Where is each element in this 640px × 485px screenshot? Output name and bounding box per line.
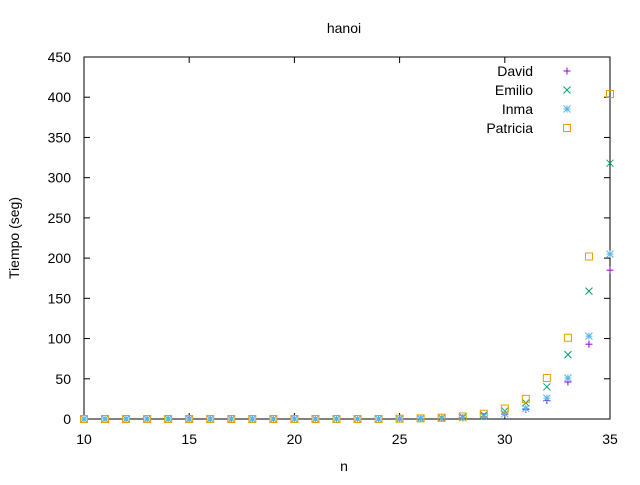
legend-item-inma: Inma [502,101,571,117]
legend-label: Inma [502,101,533,117]
data-point [543,394,551,402]
x-tick-label: 35 [602,431,618,447]
data-point [585,332,593,340]
data-point [164,415,173,423]
legend-item-patricia: Patricia [486,120,571,136]
data-point [585,287,593,295]
data-point [458,412,467,421]
legend-marker [563,86,571,94]
data-point [248,415,257,423]
y-tick-label: 100 [48,331,72,347]
x-tick-label: 20 [287,431,303,447]
data-point [564,350,572,359]
data-points [80,90,614,423]
data-point [543,382,551,391]
data-point [269,415,278,423]
data-point [606,159,614,168]
series-emilio [80,159,614,423]
data-point [542,373,551,382]
data-point [606,266,614,274]
data-point [122,415,131,423]
data-point [606,250,614,258]
data-point [500,404,509,413]
data-point [206,415,215,423]
x-tick-label: 15 [181,431,197,447]
data-point [164,415,173,423]
data-point [521,399,530,407]
data-point [80,415,88,423]
data-point [332,415,341,423]
data-point [101,415,110,423]
data-point [290,415,299,423]
chart-title: hanoi [327,20,361,36]
data-point [290,415,299,423]
y-tick-label: 0 [63,411,71,427]
data-point [500,409,509,418]
y-tick-label: 250 [48,210,72,226]
y-tick-label: 400 [48,89,72,105]
data-point [437,414,446,423]
data-point [122,415,130,423]
data-point [416,414,425,423]
series-david [80,266,614,423]
data-point [227,415,236,423]
y-tick-label: 300 [48,170,72,186]
x-tick-label: 30 [497,431,513,447]
data-point [395,414,404,423]
data-point [374,415,383,423]
data-point [206,415,215,423]
y-tick-label: 350 [48,129,72,145]
data-point [332,415,341,423]
data-point [374,415,383,423]
legend-marker [563,105,571,113]
series-inma [80,250,614,423]
x-tick-label: 10 [76,431,92,447]
data-point [584,252,593,261]
data-point [311,415,320,423]
series-patricia [80,90,614,423]
data-point [185,415,194,423]
y-tick-label: 150 [48,290,72,306]
data-point [416,414,425,423]
data-point [185,415,194,423]
legend-marker [563,124,571,132]
y-tick-label: 50 [55,371,71,387]
data-point [521,394,530,403]
data-point [564,374,572,382]
data-point [606,90,614,99]
legend: David Emilio Inma Patricia [486,63,571,136]
plot-frame [83,56,611,420]
data-point [563,333,572,342]
data-point [585,340,593,348]
x-tick-label: 25 [392,431,408,447]
legend-item-emilio: Emilio [495,82,571,98]
data-point [143,415,151,423]
data-point [311,415,320,423]
y-tick-label: 200 [48,250,72,266]
x-axis-label: n [340,458,348,474]
data-point [479,409,488,418]
legend-item-david: David [497,63,571,79]
data-point [269,415,278,423]
data-point [479,412,488,421]
data-point [80,415,88,423]
legend-marker [563,67,571,75]
y-tick-label: 450 [48,49,72,65]
y-axis-label: Tiempo (seg) [6,197,22,279]
data-point [101,415,109,423]
data-point [353,415,362,423]
legend-label: Patricia [486,120,533,136]
data-point [227,415,236,423]
data-point [437,413,446,422]
data-point [143,415,152,423]
legend-label: Emilio [495,82,533,98]
data-point [395,414,404,423]
data-point [353,415,362,423]
legend-label: David [497,63,533,79]
data-point [521,404,530,413]
data-point [248,415,257,423]
